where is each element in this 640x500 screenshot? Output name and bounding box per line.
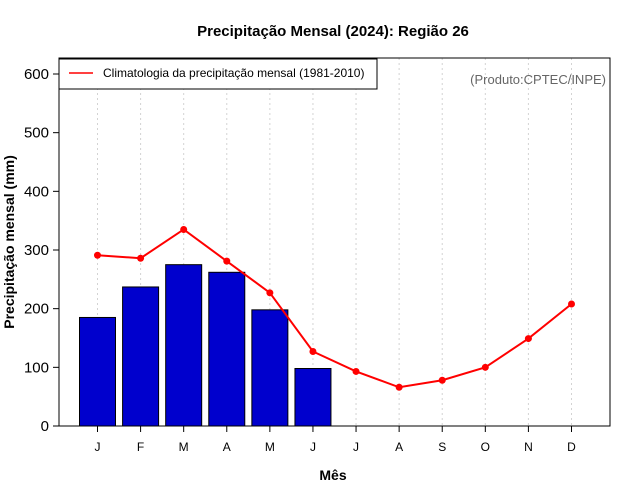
y-axis-label: Precipitação mensal (mm) bbox=[1, 155, 17, 329]
climatology-point bbox=[438, 376, 446, 384]
climatology-point bbox=[481, 363, 489, 371]
y-tick-label: 0 bbox=[41, 418, 49, 435]
y-tick-label: 400 bbox=[24, 183, 49, 200]
bar bbox=[165, 264, 203, 427]
bar bbox=[79, 316, 116, 427]
y-tick-label: 200 bbox=[24, 301, 49, 318]
bar bbox=[122, 286, 160, 427]
x-tick-label: F bbox=[137, 440, 144, 454]
bar bbox=[294, 368, 332, 427]
climatology-point bbox=[309, 347, 317, 355]
legend-box bbox=[58, 58, 378, 90]
climatology-point bbox=[180, 225, 188, 233]
x-tick-label: J bbox=[95, 440, 101, 454]
x-tick-label: S bbox=[438, 440, 446, 454]
bar bbox=[208, 271, 246, 427]
x-tick-label: A bbox=[395, 440, 403, 454]
x-tick-label: M bbox=[179, 440, 189, 454]
legend-label: Climatologia da precipitação mensal (198… bbox=[103, 66, 364, 80]
x-tick-label: J bbox=[310, 440, 316, 454]
y-axis: 0 100 200 300 400 500 600 bbox=[24, 66, 59, 435]
climatology-point bbox=[568, 300, 575, 308]
y-tick-label: 600 bbox=[24, 66, 49, 83]
climatology-point bbox=[524, 335, 532, 343]
x-tick-label: A bbox=[223, 440, 231, 454]
climatology-point bbox=[137, 254, 145, 262]
climatology-point bbox=[223, 257, 231, 265]
x-axis-label: Mês bbox=[319, 467, 346, 483]
plot-frame bbox=[58, 57, 611, 427]
bar-series bbox=[79, 264, 332, 427]
product-credit: (Produto:CPTEC/INPE) bbox=[470, 72, 606, 87]
y-tick-label: 300 bbox=[24, 242, 49, 259]
x-tick-label: N bbox=[524, 440, 533, 454]
climatology-point bbox=[352, 367, 360, 375]
climatology-point bbox=[395, 383, 403, 391]
climatology-line-series bbox=[94, 225, 575, 391]
legend: Climatologia da precipitação mensal (198… bbox=[58, 58, 378, 90]
bar bbox=[251, 309, 289, 427]
climatology-line bbox=[97, 228, 573, 389]
climatology-point bbox=[94, 251, 101, 259]
chart-title: Precipitação Mensal (2024): Região 26 bbox=[197, 23, 469, 40]
y-tick-label: 100 bbox=[24, 359, 49, 376]
y-tick-label: 500 bbox=[24, 125, 49, 142]
x-tick-label: M bbox=[265, 440, 275, 454]
x-tick-label: J bbox=[353, 440, 359, 454]
x-tick-label: O bbox=[481, 440, 490, 454]
x-tick-label: D bbox=[567, 440, 576, 454]
climatology-point bbox=[266, 289, 274, 297]
